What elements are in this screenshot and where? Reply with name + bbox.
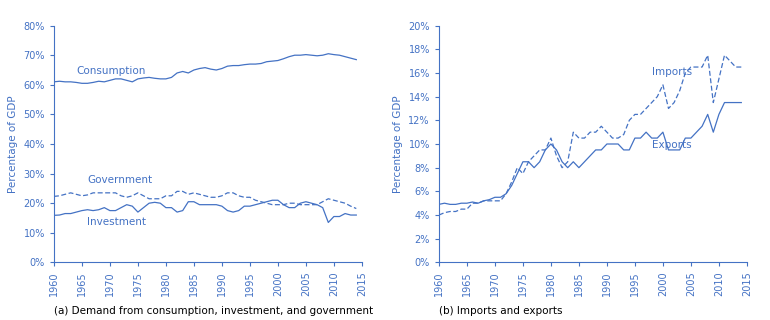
Y-axis label: Percentage of GDP: Percentage of GDP (8, 95, 18, 193)
Text: Consumption: Consumption (76, 67, 146, 76)
Text: Exports: Exports (651, 140, 691, 149)
Y-axis label: Percentage of GDP: Percentage of GDP (393, 95, 403, 193)
Text: Government: Government (88, 175, 152, 185)
Text: (b) Imports and exports: (b) Imports and exports (439, 306, 562, 316)
Text: Investment: Investment (88, 217, 146, 228)
Text: (a) Demand from consumption, investment, and government: (a) Demand from consumption, investment,… (54, 306, 373, 316)
Text: Imports: Imports (651, 67, 691, 77)
